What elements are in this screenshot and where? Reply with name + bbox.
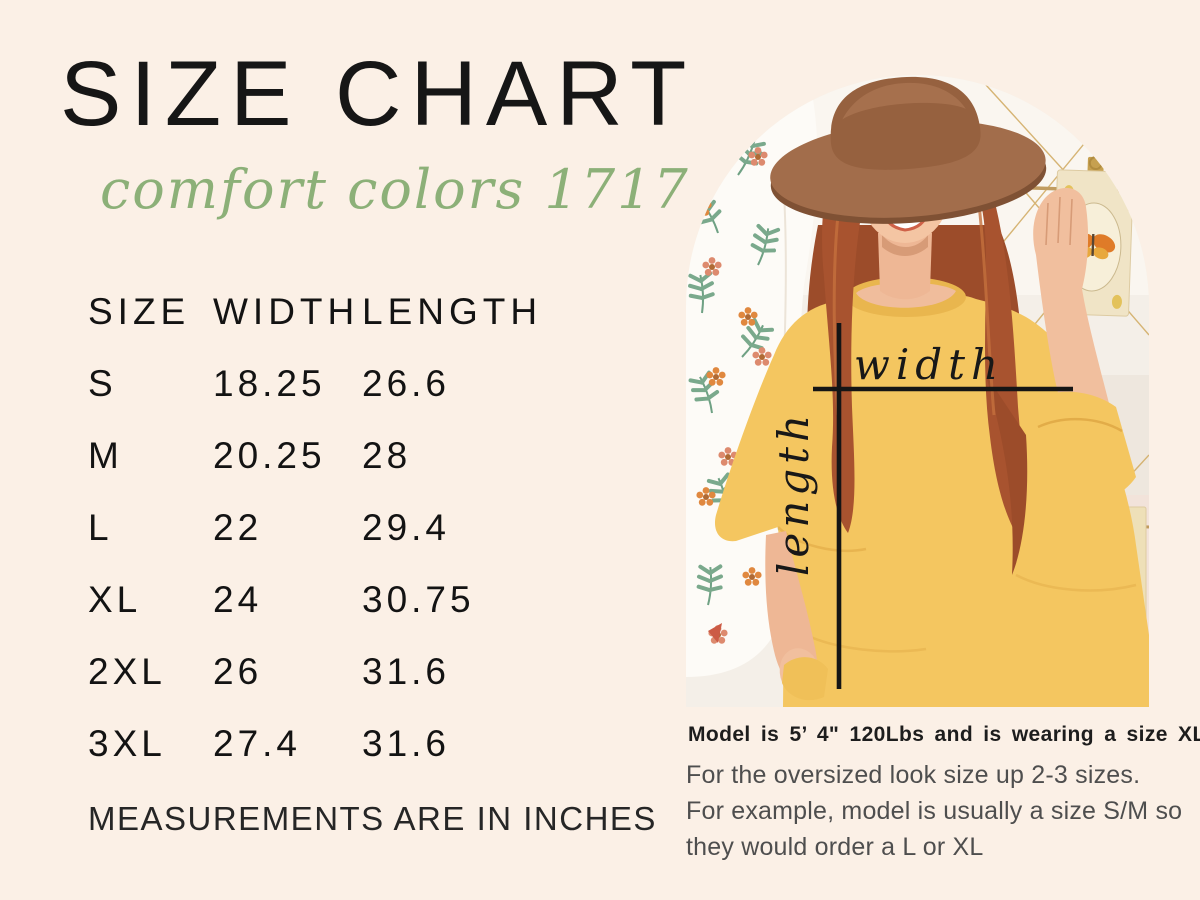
table-row: M 20.25 28 — [88, 436, 648, 476]
table-row: S 18.25 26.6 — [88, 364, 648, 404]
measurements-footnote: MEASUREMENTS ARE IN INCHES — [88, 800, 657, 837]
length-value: 30.75 — [362, 579, 475, 620]
width-value: 24 — [213, 579, 263, 620]
length-label: length — [769, 410, 818, 576]
size-label: 3XL — [88, 723, 166, 764]
column-header-size: SIZE — [88, 291, 191, 332]
length-value: 29.4 — [362, 507, 451, 548]
brand-subtitle: comfort colors 1717 — [100, 158, 690, 221]
width-label: width — [854, 340, 1004, 389]
red-flower — [708, 623, 722, 643]
page-title: SIZE CHART — [60, 43, 696, 145]
width-value: 27.4 — [213, 723, 302, 764]
length-value: 31.6 — [362, 651, 451, 692]
length-value: 31.6 — [362, 723, 451, 764]
left-arm — [765, 531, 828, 701]
table-row: XL 24 30.75 — [88, 580, 648, 620]
size-label: M — [88, 435, 123, 476]
tshirt — [714, 292, 1149, 707]
oversized-tip-text: For the oversized look size up 2-3 sizes… — [686, 761, 1183, 861]
width-value: 20.25 — [213, 435, 326, 476]
table-row: L 22 29.4 — [88, 508, 648, 548]
right-sleeve — [1026, 391, 1136, 507]
table-header-row: SIZE WIDTH LENGTH — [88, 292, 648, 332]
width-value: 18.25 — [213, 363, 326, 404]
size-label: L — [88, 507, 113, 548]
length-value: 28 — [362, 435, 412, 476]
model-photo: width length — [686, 75, 1149, 707]
size-label: 2XL — [88, 651, 166, 692]
model: width length — [714, 76, 1149, 707]
width-value: 22 — [213, 507, 263, 548]
length-value: 26.6 — [362, 363, 451, 404]
size-label: S — [88, 363, 117, 404]
hat — [770, 76, 1047, 224]
column-header-length: LENGTH — [362, 291, 543, 332]
table-row: 3XL 27.4 31.6 — [88, 724, 648, 764]
table-row: 2XL 26 31.6 — [88, 652, 648, 692]
measurement-lines: width length — [769, 323, 1073, 689]
column-header-width: WIDTH — [213, 291, 360, 332]
width-value: 26 — [213, 651, 263, 692]
size-label: XL — [88, 579, 142, 620]
raised-arm — [1026, 187, 1136, 507]
model-size-caption: Model is 5’ 4" 120Lbs and is wearing a s… — [688, 723, 1200, 746]
